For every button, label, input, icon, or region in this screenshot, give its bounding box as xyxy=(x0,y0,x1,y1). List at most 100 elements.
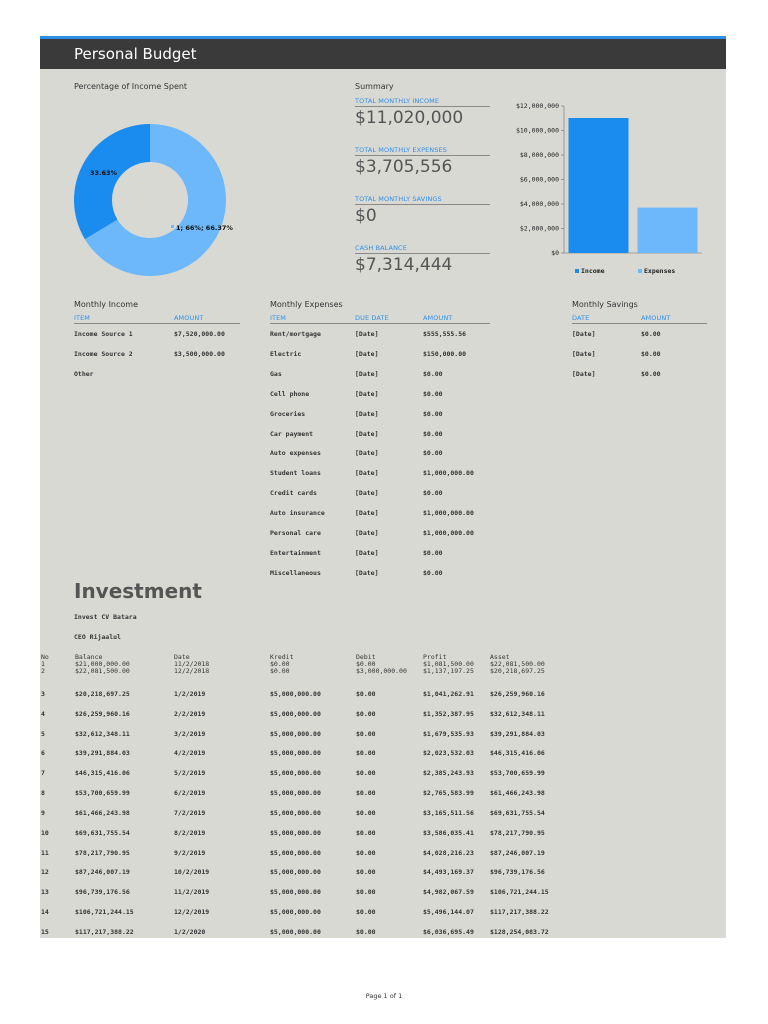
investment-cell: $117,217,388.22 xyxy=(75,927,134,936)
investment-cell: $0.00 xyxy=(356,927,376,936)
savings-cell: $0.00 xyxy=(641,349,661,358)
expenses-cell: Auto insurance xyxy=(270,509,325,518)
investment-cell: $1,679,535.93 xyxy=(423,729,474,738)
expenses-cell: [Date] xyxy=(355,330,379,338)
investment-cell: $3,586,035.41 xyxy=(423,828,474,837)
expenses-cell: Rent/mortgage xyxy=(270,330,321,338)
investment-cell: 11 xyxy=(41,848,49,857)
summary-rule xyxy=(355,155,490,156)
investment-cell: 15 xyxy=(41,927,49,936)
investment-cell: $0.00 xyxy=(356,690,376,698)
accent-rule xyxy=(40,36,726,39)
investment-cell: 3/2/2019 xyxy=(174,729,206,738)
investment-cell: $39,291,884.03 xyxy=(75,749,130,758)
investment-cell: $1,041,262.91 xyxy=(423,690,474,698)
summary-value: $0 xyxy=(355,206,377,226)
income-header-rule xyxy=(74,323,240,324)
income-cell: Other xyxy=(74,369,94,378)
investment-cell: $4,028,216.23 xyxy=(423,848,474,857)
savings-cell: $0.00 xyxy=(641,369,661,378)
expenses-heading: Monthly Expenses xyxy=(270,300,343,309)
investment-cell: 2 xyxy=(41,667,45,675)
legend-label: Income xyxy=(581,267,605,275)
savings-column-header: AMOUNT xyxy=(641,314,671,322)
summary-rule xyxy=(355,253,490,254)
investment-cell: $2,023,532.03 xyxy=(423,749,474,758)
investment-cell: $1,137,197.25 xyxy=(423,667,474,675)
investment-cell: $26,259,960.16 xyxy=(490,690,545,698)
expenses-cell: [Date] xyxy=(355,389,379,398)
expenses-cell: $0.00 xyxy=(423,568,443,577)
bar-expenses xyxy=(637,207,698,253)
investment-cell: $106,721,244.15 xyxy=(490,888,549,897)
investment-cell: $22,081,500.00 xyxy=(75,667,130,675)
investment-cell: $87,246,007.19 xyxy=(75,868,130,877)
y-tick-label: $10,000,000 xyxy=(516,127,559,135)
investment-column-header: Date xyxy=(174,653,190,661)
income-cell: Income Source 2 xyxy=(74,349,133,358)
investment-column-header: Profit xyxy=(423,653,447,661)
investment-cell: $5,000,000.00 xyxy=(270,808,321,817)
investment-cell: $0.00 xyxy=(356,660,376,668)
investment-cell: 1/2/2020 xyxy=(174,927,206,936)
expenses-cell: [Date] xyxy=(355,548,379,557)
expenses-cell: [Date] xyxy=(355,349,379,358)
expenses-cell: Car payment xyxy=(270,429,314,438)
investment-cell: 1 xyxy=(41,660,45,668)
summary-heading: Summary xyxy=(355,82,394,91)
investment-cell: $6,036,695.49 xyxy=(423,927,474,936)
investment-cell: 10/2/2019 xyxy=(174,868,210,877)
investment-cell: $61,466,243.98 xyxy=(490,789,545,798)
investment-cell: $20,218,697.25 xyxy=(75,690,130,698)
donut-heading: Percentage of Income Spent xyxy=(74,82,188,91)
expenses-cell: $1,000,000.00 xyxy=(423,529,474,537)
investment-cell: $20,218,697.25 xyxy=(490,667,545,675)
investment-cell: 2/2/2019 xyxy=(174,709,206,718)
investment-cell: $0.00 xyxy=(356,749,376,758)
summary-rule xyxy=(355,106,490,107)
investment-cell: 12 xyxy=(41,868,49,877)
expenses-cell: [Date] xyxy=(355,369,379,378)
income-column-header: AMOUNT xyxy=(174,314,204,322)
investment-cell: 12/2/2019 xyxy=(174,908,210,917)
investment-cell: $5,000,000.00 xyxy=(270,749,321,758)
investment-cell: $53,700,659.99 xyxy=(490,769,545,778)
investment-cell: $78,217,790.95 xyxy=(490,828,545,837)
y-tick-label: $2,000,000 xyxy=(520,225,559,233)
expenses-cell: Groceries xyxy=(270,409,306,418)
investment-ceo: CEO Rijaalul xyxy=(74,633,121,641)
income-cell: $3,500,000.00 xyxy=(174,349,225,358)
investment-cell: $0.00 xyxy=(270,667,290,675)
y-tick-label: $12,000,000 xyxy=(516,102,559,110)
investment-cell: $0.00 xyxy=(356,848,376,857)
investment-cell: $0.00 xyxy=(356,729,376,738)
investment-cell: 5 xyxy=(41,729,45,738)
investment-cell: 11/2/2019 xyxy=(174,888,210,897)
income-heading: Monthly Income xyxy=(74,300,139,309)
investment-cell: 3 xyxy=(41,690,45,698)
investment-cell: $5,000,000.00 xyxy=(270,927,321,936)
expenses-cell: $0.00 xyxy=(423,369,443,378)
bar-income xyxy=(568,118,629,253)
expenses-cell: Cell phone xyxy=(270,389,310,398)
expenses-cell: $555,555.56 xyxy=(423,330,467,338)
investment-cell: 6/2/2019 xyxy=(174,789,206,798)
investment-cell: $5,000,000.00 xyxy=(270,828,321,837)
summary-value: $7,314,444 xyxy=(355,255,453,275)
summary-label: CASH BALANCE xyxy=(355,244,407,252)
investment-cell: $32,612,348.11 xyxy=(75,729,130,738)
donut-label-marker xyxy=(171,225,174,228)
expenses-cell: [Date] xyxy=(355,469,379,478)
investment-cell: 4/2/2019 xyxy=(174,749,206,758)
investment-cell: 10 xyxy=(41,828,49,837)
investment-cell: $0.00 xyxy=(356,888,376,897)
expenses-cell: [Date] xyxy=(355,509,379,518)
investment-cell: $128,254,083.72 xyxy=(490,927,549,936)
expenses-cell: [Date] xyxy=(355,529,379,537)
expenses-cell: [Date] xyxy=(355,429,379,438)
income-cell: Income Source 1 xyxy=(74,330,133,338)
title-bar: Personal Budget xyxy=(40,39,726,69)
investment-cell: $69,631,755.54 xyxy=(75,828,130,837)
donut-label-remaining: 1; 66%; 66.37% xyxy=(176,224,233,232)
expenses-cell: Personal care xyxy=(270,529,321,537)
